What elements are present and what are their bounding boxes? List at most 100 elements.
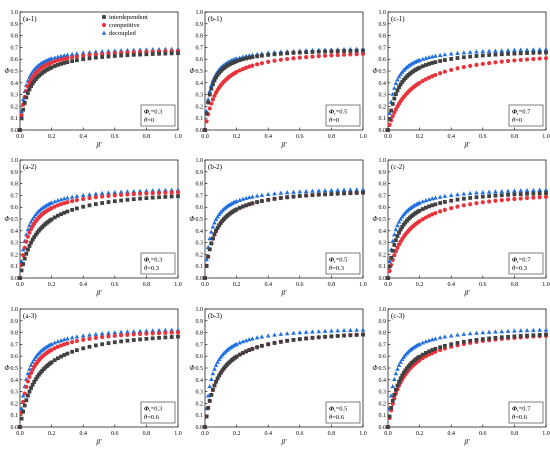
- data-point-decoupled: [106, 330, 111, 335]
- data-point-decoupled: [80, 50, 86, 55]
- data-point-decoupled: [272, 332, 277, 337]
- data-point-competitive: [210, 97, 215, 102]
- data-point-interdependent: [24, 95, 29, 100]
- annotation-phi: Φr=0.3: [144, 109, 162, 117]
- data-point-decoupled: [518, 47, 524, 52]
- data-point-interdependent: [386, 128, 390, 132]
- annotation-box: [508, 252, 544, 275]
- y-tick-label: 0.6: [196, 205, 204, 211]
- data-point-competitive: [65, 200, 70, 205]
- y-axis-label: Φ: [4, 67, 10, 75]
- data-point-interdependent: [512, 192, 517, 197]
- data-point-interdependent: [70, 207, 75, 212]
- data-point-competitive: [119, 192, 124, 198]
- data-point-competitive: [137, 191, 143, 196]
- data-point-interdependent: [531, 333, 536, 338]
- y-tick-label: 0.3: [11, 241, 19, 247]
- data-point-interdependent: [125, 197, 130, 202]
- series-decoupled: [385, 327, 549, 429]
- data-point-interdependent: [387, 414, 392, 419]
- data-point-competitive: [100, 334, 105, 340]
- data-point-interdependent: [93, 343, 98, 348]
- data-point-competitive: [25, 379, 30, 384]
- annotation-box: [140, 104, 176, 127]
- y-tick-label: 0.0: [379, 128, 387, 134]
- x-tick-label: 1.0: [359, 431, 367, 437]
- y-tick-label: 0.7: [11, 45, 19, 51]
- data-point-interdependent: [400, 80, 405, 84]
- data-point-interdependent: [217, 223, 222, 228]
- data-point-decoupled: [437, 52, 443, 57]
- data-point-competitive: [304, 54, 309, 60]
- data-point-decoupled: [448, 333, 454, 338]
- data-point-interdependent: [65, 209, 70, 214]
- y-tick-label: 0.6: [379, 205, 387, 211]
- x-tick-label: 0.2: [233, 282, 241, 288]
- y-tick-label: 0.8: [196, 331, 204, 337]
- x-tick-label: 0.2: [233, 134, 241, 140]
- data-point-competitive: [163, 330, 168, 335]
- data-point-interdependent: [394, 238, 398, 243]
- panel-label: (c-2): [391, 163, 405, 171]
- data-point-interdependent: [241, 351, 245, 355]
- data-point-interdependent: [138, 52, 142, 57]
- data-point-interdependent: [285, 51, 290, 56]
- data-point-interdependent: [449, 57, 454, 61]
- data-point-decoupled: [30, 359, 35, 364]
- annotation-theta: θ=0.6: [329, 414, 345, 421]
- legend-marker-decoupled: [101, 30, 107, 35]
- y-tick-label: 0.8: [379, 182, 387, 188]
- data-point-decoupled: [163, 327, 168, 332]
- data-point-competitive: [24, 239, 29, 244]
- y-tick-label: 0.3: [379, 390, 387, 396]
- data-point-decoupled: [310, 188, 315, 193]
- x-tick-label: 1.0: [174, 134, 182, 140]
- data-point-decoupled: [69, 194, 75, 199]
- data-point-interdependent: [215, 376, 220, 381]
- data-point-competitive: [25, 234, 30, 239]
- data-point-interdependent: [237, 58, 242, 63]
- data-point-decoupled: [461, 191, 467, 196]
- data-point-interdependent: [499, 193, 504, 198]
- data-point-competitive: [341, 52, 347, 57]
- y-tick-label: 0.6: [379, 354, 387, 360]
- data-point-interdependent: [250, 201, 255, 206]
- annotation-theta: θ=0.3: [144, 265, 159, 272]
- data-point-interdependent: [266, 342, 271, 347]
- data-point-decoupled: [52, 199, 58, 204]
- data-point-decoupled: [433, 336, 438, 341]
- data-point-interdependent: [217, 373, 222, 378]
- data-point-interdependent: [386, 276, 390, 280]
- data-point-competitive: [100, 194, 105, 199]
- data-point-interdependent: [493, 335, 498, 340]
- data-point-interdependent: [150, 336, 155, 341]
- data-point-decoupled: [310, 329, 315, 334]
- data-point-competitive: [531, 56, 536, 62]
- data-point-interdependent: [424, 205, 428, 210]
- series-interdependent: [203, 332, 365, 429]
- series-interdependent: [18, 194, 180, 280]
- data-point-decoupled: [531, 327, 536, 332]
- data-point-decoupled: [387, 110, 392, 115]
- data-point-interdependent: [455, 341, 460, 345]
- data-point-decoupled: [474, 330, 479, 335]
- x-tick-label: 0.0: [201, 282, 209, 288]
- data-point-interdependent: [211, 387, 215, 392]
- data-point-interdependent: [163, 51, 168, 56]
- data-point-interdependent: [499, 52, 504, 57]
- data-point-decoupled: [297, 330, 303, 335]
- data-point-competitive: [55, 203, 61, 208]
- data-point-decoupled: [467, 49, 473, 54]
- y-tick-label: 1.0: [11, 10, 19, 16]
- data-point-competitive: [493, 60, 498, 65]
- y-tick-label: 0.6: [379, 57, 387, 63]
- data-point-decoupled: [417, 341, 422, 346]
- data-point-decoupled: [461, 50, 467, 55]
- data-point-decoupled: [210, 224, 216, 229]
- data-point-decoupled: [254, 335, 260, 340]
- annotation-box: [508, 104, 544, 127]
- panel-label: (b-2): [208, 163, 223, 171]
- y-tick-label: 0.2: [196, 401, 204, 407]
- series-interdependent: [386, 191, 548, 280]
- y-tick-label: 0.9: [379, 170, 387, 176]
